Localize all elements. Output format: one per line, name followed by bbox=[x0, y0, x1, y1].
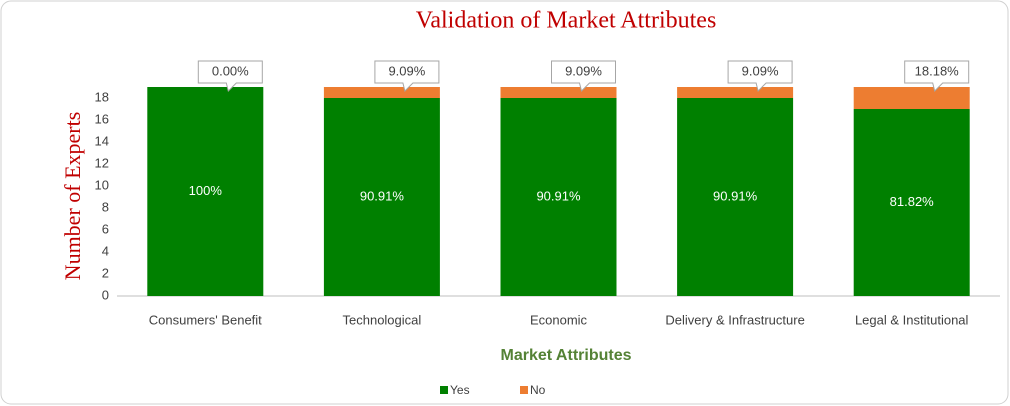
data-label: 0.00% bbox=[212, 63, 249, 78]
data-label: 90.91% bbox=[536, 188, 581, 203]
legend-swatch bbox=[440, 386, 448, 394]
y-tick-label: 12 bbox=[95, 155, 109, 170]
legend-label: No bbox=[530, 383, 546, 397]
y-tick-label: 10 bbox=[95, 177, 109, 192]
callout bbox=[197, 60, 263, 92]
data-label: 81.82% bbox=[890, 194, 935, 209]
y-tick-label: 16 bbox=[95, 111, 109, 126]
data-label: 100% bbox=[189, 183, 223, 198]
y-tick-label: 0 bbox=[102, 287, 109, 302]
bar-segment bbox=[677, 98, 794, 296]
bar-segment bbox=[677, 87, 794, 98]
data-label: 9.09% bbox=[388, 63, 425, 78]
y-tick-label: 2 bbox=[102, 265, 109, 280]
data-label: 90.91% bbox=[713, 188, 758, 203]
callout bbox=[374, 60, 440, 92]
bar-segment bbox=[323, 87, 440, 98]
x-tick-label: Consumers' Benefit bbox=[149, 312, 262, 327]
data-label: 9.09% bbox=[742, 63, 779, 78]
bar-segment bbox=[853, 109, 970, 296]
chart-title: Validation of Market Attributes bbox=[416, 8, 717, 34]
bar-segment bbox=[853, 87, 970, 109]
x-axis-title: Market Attributes bbox=[501, 347, 632, 364]
x-tick-label: Delivery & Infrastructure bbox=[665, 312, 804, 327]
callout bbox=[551, 60, 616, 92]
data-label: 18.18% bbox=[915, 63, 960, 78]
y-tick-label: 4 bbox=[102, 243, 109, 258]
bar-segment bbox=[147, 87, 264, 296]
y-tick-label: 8 bbox=[102, 199, 109, 214]
bar-segment bbox=[323, 98, 440, 296]
callout bbox=[904, 60, 970, 92]
y-tick-label: 6 bbox=[102, 221, 109, 236]
bar-segment bbox=[500, 98, 617, 296]
legend-label: Yes bbox=[450, 383, 470, 397]
data-label: 9.09% bbox=[565, 63, 602, 78]
data-label: 90.91% bbox=[360, 188, 405, 203]
x-tick-label: Technological bbox=[343, 312, 422, 327]
y-tick-label: 18 bbox=[95, 89, 109, 104]
y-axis-title: Number of Experts bbox=[60, 112, 85, 281]
callout bbox=[727, 60, 793, 92]
legend-swatch bbox=[520, 386, 528, 394]
x-tick-label: Legal & Institutional bbox=[855, 312, 969, 327]
y-tick-label: 14 bbox=[95, 133, 109, 148]
x-tick-label: Economic bbox=[530, 312, 588, 327]
bar-segment bbox=[500, 87, 617, 98]
